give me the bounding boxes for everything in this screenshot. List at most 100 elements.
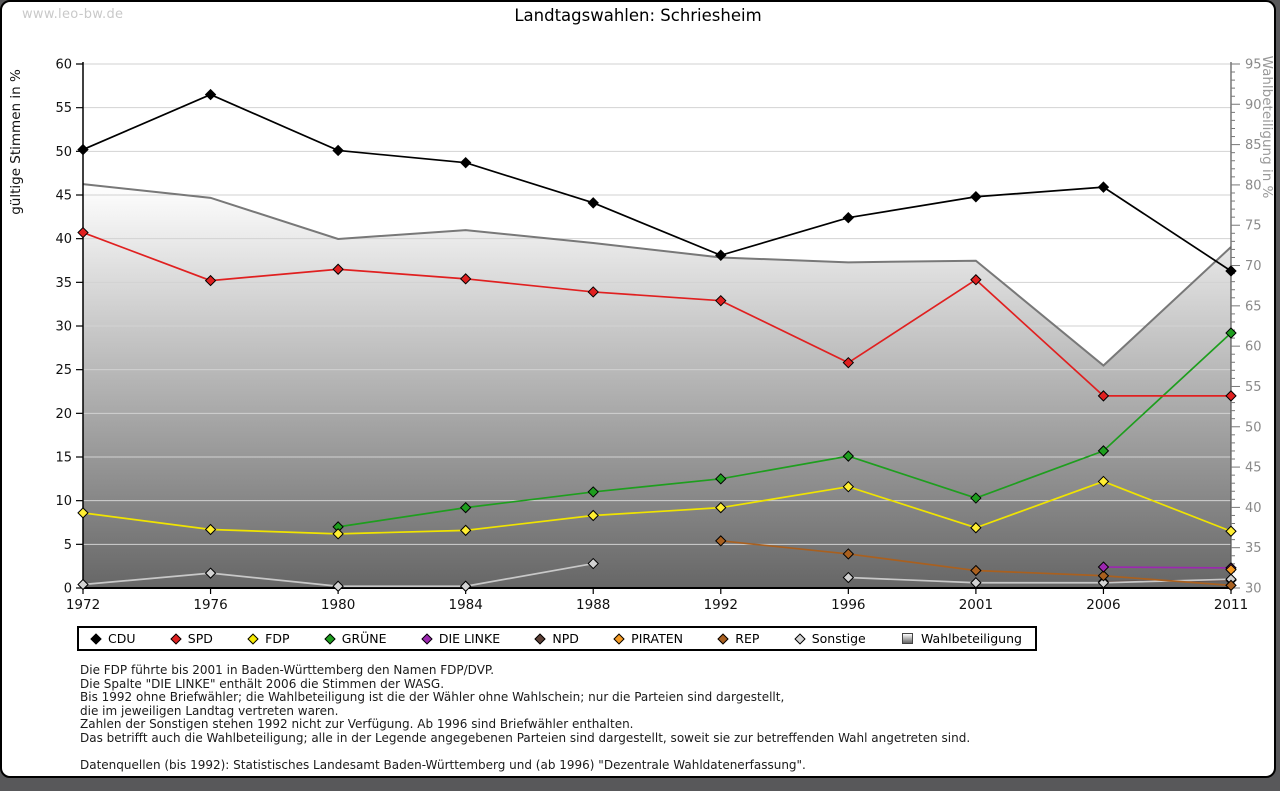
- x-tick-label: 1984: [448, 597, 482, 613]
- marker-sonstige-1984: [459, 580, 472, 592]
- marker-spd-1976: [204, 274, 217, 287]
- legend-diamond-icon: [324, 632, 336, 645]
- legend-item-grüne: GRÜNE: [324, 631, 387, 646]
- left-tick-label: 50: [55, 145, 72, 160]
- marker-fdp-2011: [1225, 525, 1237, 537]
- legend-label: Wahlbeteiligung: [920, 631, 1022, 646]
- marker-rep-1996: [842, 548, 855, 560]
- marker-sonstige-1980: [332, 580, 344, 592]
- legend-diamond-icon: [90, 632, 102, 645]
- page-title: Landtagswahlen: Schriesheim: [514, 6, 762, 25]
- marker-fdp-1972: [77, 507, 89, 519]
- legend-diamond-icon: [613, 632, 625, 645]
- marker-fdp-1992: [715, 501, 727, 514]
- marker-cdu-1980: [332, 144, 344, 157]
- left-tick-label: 60: [55, 58, 72, 73]
- x-tick-label: 1976: [193, 597, 227, 613]
- marker-fdp-2001: [970, 522, 982, 534]
- left-tick-label: 35: [55, 276, 72, 291]
- x-tick-label: 2006: [1086, 597, 1120, 613]
- left-tick-label: 25: [55, 363, 72, 378]
- right-tick-label: 35: [1245, 541, 1262, 556]
- marker-grüne-2006: [1097, 445, 1110, 457]
- marker-cdu-1996: [842, 211, 855, 224]
- legend-diamond-icon: [421, 632, 433, 645]
- right-tick-label: 90: [1245, 98, 1262, 113]
- marker-spd-2006: [1097, 390, 1110, 402]
- x-tick-label: 1972: [66, 597, 100, 613]
- left-axis-title: gültige Stimmen in %: [8, 69, 24, 215]
- footnote-line: Das betrifft auch die Wahlbeteiligung; a…: [80, 730, 971, 745]
- right-tick-label: 85: [1245, 138, 1262, 153]
- x-tick-label: 1980: [321, 597, 355, 613]
- marker-sonstige-1976: [204, 567, 217, 579]
- legend-item-spd: SPD: [170, 631, 213, 646]
- watermark: www.leo-bw.de: [22, 7, 124, 22]
- footnotes: Die FDP führte bis 2001 in Baden-Württem…: [80, 663, 971, 772]
- legend: CDU SPD FDP GRÜNE DIE LINKE NPD PIRATEN REP Sons…: [77, 626, 1037, 651]
- marker-sonstige-2006: [1097, 577, 1110, 589]
- legend-diamond-icon: [794, 632, 806, 645]
- legend-label: CDU: [108, 631, 136, 646]
- marker-spd-2001: [970, 274, 982, 286]
- marker-spd-1980: [332, 263, 344, 275]
- election-line-chart: 0 5 10 15 20 25 30 35 40 45 50 55 60 30 35 40 45 50 55 60 65…: [8, 56, 1274, 613]
- left-tick-label: 45: [55, 189, 72, 204]
- right-tick-label: 75: [1245, 219, 1262, 234]
- marker-sonstige-2001: [970, 577, 982, 589]
- marker-grüne-2001: [970, 492, 982, 504]
- marker-cdu-1976: [204, 88, 217, 101]
- series-line-die-linke: [1103, 566, 1232, 569]
- marker-sonstige-1996: [842, 571, 855, 584]
- marker-spd-1996: [842, 356, 855, 369]
- legend-label: Sonstige: [811, 631, 866, 646]
- marker-rep-2001: [970, 564, 982, 577]
- marker-spd-1984: [459, 273, 472, 285]
- marker-fdp-1980: [332, 528, 344, 540]
- marker-grüne-1988: [587, 486, 599, 498]
- footnote-line: Die FDP führte bis 2001 in Baden-Württem…: [80, 663, 495, 677]
- series-line-spd: [82, 231, 1231, 397]
- marker-fdp-2006: [1097, 475, 1110, 488]
- legend-label: REP: [735, 631, 760, 646]
- right-tick-label: 80: [1245, 178, 1262, 193]
- left-tick-label: 15: [55, 451, 72, 466]
- marker-cdu-2011: [1225, 265, 1237, 277]
- marker-rep-2006: [1097, 570, 1110, 582]
- legend-item-cdu: CDU: [90, 631, 136, 646]
- marker-spd-2011: [1225, 390, 1237, 402]
- legend-square-icon: [901, 633, 913, 644]
- left-tick-label: 55: [55, 101, 72, 116]
- marker-fdp-1984: [459, 524, 472, 537]
- marker-cdu-1972: [77, 143, 89, 156]
- legend-item-fdp: FDP: [247, 631, 290, 646]
- legend-diamond-icon: [534, 632, 547, 645]
- marker-fdp-1996: [842, 480, 855, 493]
- legend-label: GRÜNE: [341, 631, 387, 646]
- data-source-line: Datenquellen (bis 1992): Statistisches L…: [80, 757, 806, 772]
- footnote-line: Zahlen der Sonstigen stehen 1992 nicht z…: [80, 717, 634, 732]
- x-tick-label: 2011: [1214, 597, 1248, 613]
- legend-diamond-icon: [170, 632, 182, 645]
- legend-label: NPD: [552, 631, 579, 646]
- x-tick-label: 1988: [576, 597, 610, 613]
- marker-spd-1972: [77, 226, 89, 239]
- marker-cdu-1988: [587, 197, 599, 209]
- marker-sonstige-1988: [587, 557, 599, 570]
- legend-label: FDP: [265, 631, 290, 646]
- x-tick-label: 1992: [704, 597, 738, 613]
- marker-grüne-2011: [1225, 327, 1237, 339]
- right-tick-label: 50: [1245, 420, 1262, 435]
- marker-die-linke-2006: [1097, 561, 1110, 573]
- marker-grüne-1984: [459, 501, 472, 514]
- right-tick-label: 65: [1245, 299, 1262, 314]
- left-tick-label: 0: [64, 582, 72, 597]
- series-line-cdu: [82, 93, 1232, 272]
- marker-rep-2011: [1225, 579, 1237, 592]
- marker-spd-1992: [715, 294, 727, 307]
- marker-fdp-1988: [587, 509, 599, 522]
- left-tick-label: 10: [55, 494, 72, 509]
- marker-grüne-1996: [842, 450, 855, 462]
- legend-item-wahlbeteiligung: Wahlbeteiligung: [901, 631, 1022, 646]
